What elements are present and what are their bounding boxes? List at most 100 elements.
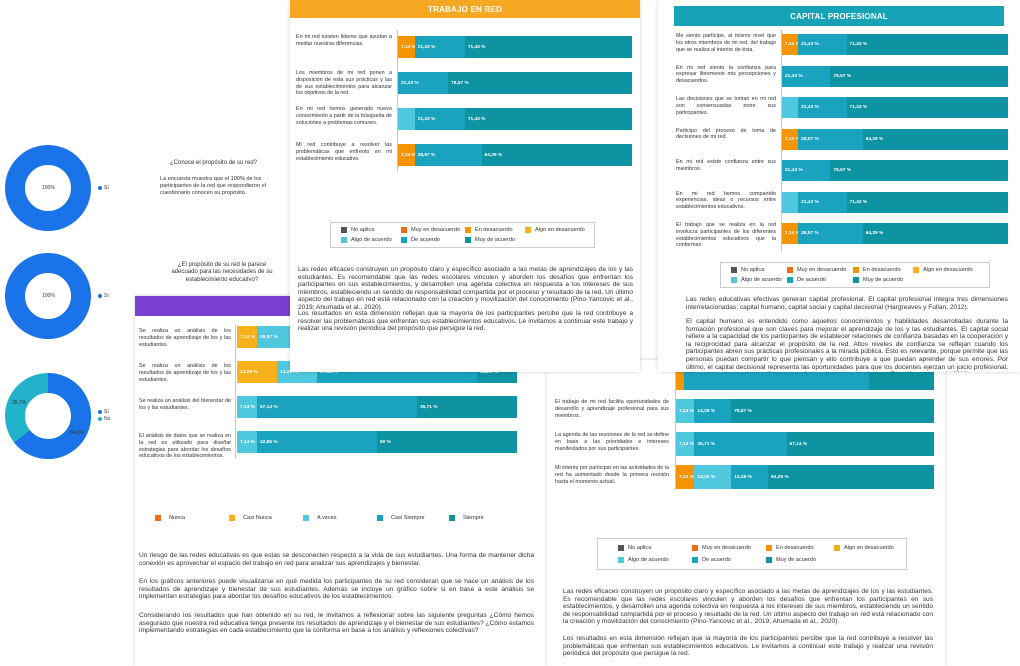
bar-segment: 21,43 % — [414, 108, 465, 130]
bar-segment: 7,14 % — [676, 399, 695, 423]
bar-segment: 64,29 % — [862, 223, 1008, 244]
legend-algo-acuerdo: Algo de acuerdo — [618, 557, 669, 563]
bar-segment: 21,43 % — [798, 191, 847, 213]
donut-q3-legend-no-label: No — [104, 416, 111, 422]
bar-segment: 35,71 % — [416, 396, 517, 418]
legend-algo-desacuerdo: Algo en desacuerdo — [834, 545, 894, 551]
donut-q3-legend-si-label: Sí — [104, 409, 109, 415]
question-adecuado: ¿El propósito de su red le parece adecua… — [171, 262, 273, 283]
bar-segment: 78,57 % — [830, 160, 1008, 181]
legend-no-aplica: No aplica — [618, 545, 651, 551]
legend-algo-desacuerdo: Algo en desacuerdo — [525, 227, 585, 233]
question-conoce: ¿Conoce el propósito de su red? — [170, 160, 258, 166]
bar-segment: 7,14 % — [237, 431, 257, 453]
donut-conoce-slice-si — [5, 145, 91, 231]
legend-no-aplica-label: No aplica — [741, 267, 765, 273]
legend-muy-acuerdo-label: Muy de acuerdo — [863, 277, 904, 283]
legend-muy-desacuerdo: Muy en desacuerdo — [401, 227, 460, 233]
donut-q3: 35,7% 64,3% — [4, 372, 92, 460]
capital-title: CAPITAL PROFESIONAL — [790, 11, 888, 21]
donut-adecuado: 100% — [4, 252, 92, 340]
bar-segment: 14,29 % — [731, 465, 769, 489]
donut-q3-label-a: 35,7% — [12, 400, 27, 406]
bar-segment: 64,29 % — [768, 465, 934, 489]
legend-muy-desacuerdo-label: Muy en desacuerdo — [702, 545, 752, 551]
bar-segment: 7,14 % — [782, 34, 799, 55]
datos-paragraph-1: Un riesgo de las redes educativas es que… — [139, 552, 534, 567]
bar-segment: 21,43 % — [782, 65, 831, 87]
legend-en-desacuerdo: En desacuerdo — [853, 267, 901, 273]
datos-paragraph-2: En los gráficos anteriores puede visuali… — [139, 578, 534, 601]
text-conoce: La encuesta muestra que el 100% de los p… — [160, 176, 267, 196]
stacked-bar: 21,43 % 71,43 % — [782, 97, 1008, 118]
bar-segment: 21,43 % — [798, 34, 847, 55]
bar-segment: 78,57 % — [830, 65, 1008, 87]
bar-segment — [782, 191, 799, 213]
stacked-bar: 21,43 % 78,57 % — [398, 72, 632, 94]
bar-segment: 71,43 % — [464, 108, 632, 130]
legend-casi-nunca: Casi Nunca — [229, 515, 272, 521]
trabajo-title: TRABAJO EN RED — [428, 4, 502, 14]
donut-q3-label-b: 64,3% — [70, 430, 85, 436]
stacked-bar: 7,14 % 57,14 % 35,71 % — [237, 396, 517, 418]
legend-no-aplica: No aplica — [731, 267, 764, 273]
row-label: Mi red contribuye a resolver las problem… — [296, 142, 392, 162]
stacked-bar: 7,14 %21,43 %71,43 % — [782, 34, 1008, 55]
row-label: El análisis de datos que se realiza en l… — [139, 433, 231, 460]
stacked-bar: 7,14 % 14,29 % 14,29 % 64,29 % — [676, 465, 934, 489]
row-label: Se realiza un análisis de los resultados… — [139, 363, 231, 383]
legend-de-acuerdo-label: De acuerdo — [411, 237, 440, 243]
capital-paragraph-2: El capital humano es entendido como aque… — [686, 318, 1008, 372]
stacked-bar: 21,43 % 78,57 % — [782, 65, 1008, 87]
legend-siempre: Siempre — [449, 515, 484, 521]
stacked-bar: 21,43 % 78,57 % — [782, 160, 1008, 181]
bar-segment: 28,57 % — [798, 223, 863, 244]
capital-legend: No aplica Muy en desacuerdo En desacuerd… — [720, 262, 990, 288]
bar-segment: 7,14 % — [676, 432, 695, 456]
row-label: Se realiza un análisis del bienestar de … — [139, 398, 231, 411]
bar-segment: 71,43 % — [846, 34, 1008, 55]
bar-segment — [398, 108, 415, 130]
row-label: Los miembros de mi red ponen a disposici… — [296, 70, 392, 97]
donut-q3-slice-si — [5, 373, 91, 459]
bar-segment: 21,43 % — [782, 160, 831, 181]
row-label: Me siento partícipe, al mismo nivel que … — [676, 33, 776, 53]
bar-segment: 64,29 % — [862, 128, 1008, 150]
legend-muy-desacuerdo: Muy en desacuerdo — [692, 545, 751, 551]
br-paragraph-1: Las redes eficaces construyen un propósi… — [563, 588, 933, 626]
legend-de-acuerdo: De acuerdo — [401, 237, 440, 243]
bar-segment: 7,14 % — [782, 128, 799, 150]
stacked-bar: 7,14 %21,43 %71,43 % — [398, 36, 632, 58]
datos-paragraph-3: Considerando los resultados que han obte… — [139, 612, 534, 635]
legend-casi-siempre-label: Casi Siempre — [391, 515, 425, 521]
row-label: Las decisiones que se toman en mi red so… — [676, 96, 776, 116]
row-label: El trabajo de mi red facilita oportunida… — [555, 399, 669, 419]
stacked-bar: 7,14 % 35,71 % 57,14 % — [676, 432, 934, 456]
legend-algo-acuerdo: Algo de acuerdo — [731, 277, 782, 283]
donut-q3-svg — [5, 373, 91, 459]
stacked-bar: 7,14 % 42,86 % 50 % — [237, 431, 517, 453]
legend-muy-acuerdo: Muy de acuerdo — [853, 277, 903, 283]
bar-segment: 21,43 % — [798, 97, 847, 118]
stacked-bar: 7,14 %28,57 %64,29 % — [398, 144, 632, 166]
bar-segment: 21,43 % — [398, 72, 449, 94]
donut-q3-legend-no: No — [98, 416, 110, 422]
bar-segment: 14,29 % — [237, 361, 277, 383]
page-capital-profesional: CAPITAL PROFESIONAL Me siento partícipe,… — [658, 0, 1020, 372]
bar-segment — [676, 366, 684, 390]
legend-algo-acuerdo: Algo de acuerdo — [341, 237, 392, 243]
br-paragraph-2: Los resultados en esta dimensión refleja… — [563, 635, 933, 658]
capital-header: CAPITAL PROFESIONAL — [674, 6, 1004, 26]
donut-conoce-value: 100% — [42, 185, 55, 191]
stacked-bar: 7,14 %28,57 %64,29 % — [782, 128, 1008, 150]
bar-segment: 28,57 % — [414, 144, 482, 166]
row-label: Se realiza un análisis de los resultados… — [139, 328, 231, 348]
legend-muy-acuerdo-label: Muy de acuerdo — [776, 557, 817, 563]
stacked-bar: 7,14 % 14,29 % 78,57 % — [676, 399, 934, 423]
row-label: En mi red existe confianza entre sus mie… — [676, 159, 776, 172]
bar-segment: 50 % — [376, 431, 517, 453]
legend-algo-desacuerdo-label: Algo en desacuerdo — [923, 267, 973, 273]
bar-segment — [782, 97, 799, 118]
legend-en-desacuerdo-label: En desacuerdo — [776, 545, 814, 551]
page-bottom-right: miembros.El trabajo de mi red facilita o… — [545, 360, 945, 666]
